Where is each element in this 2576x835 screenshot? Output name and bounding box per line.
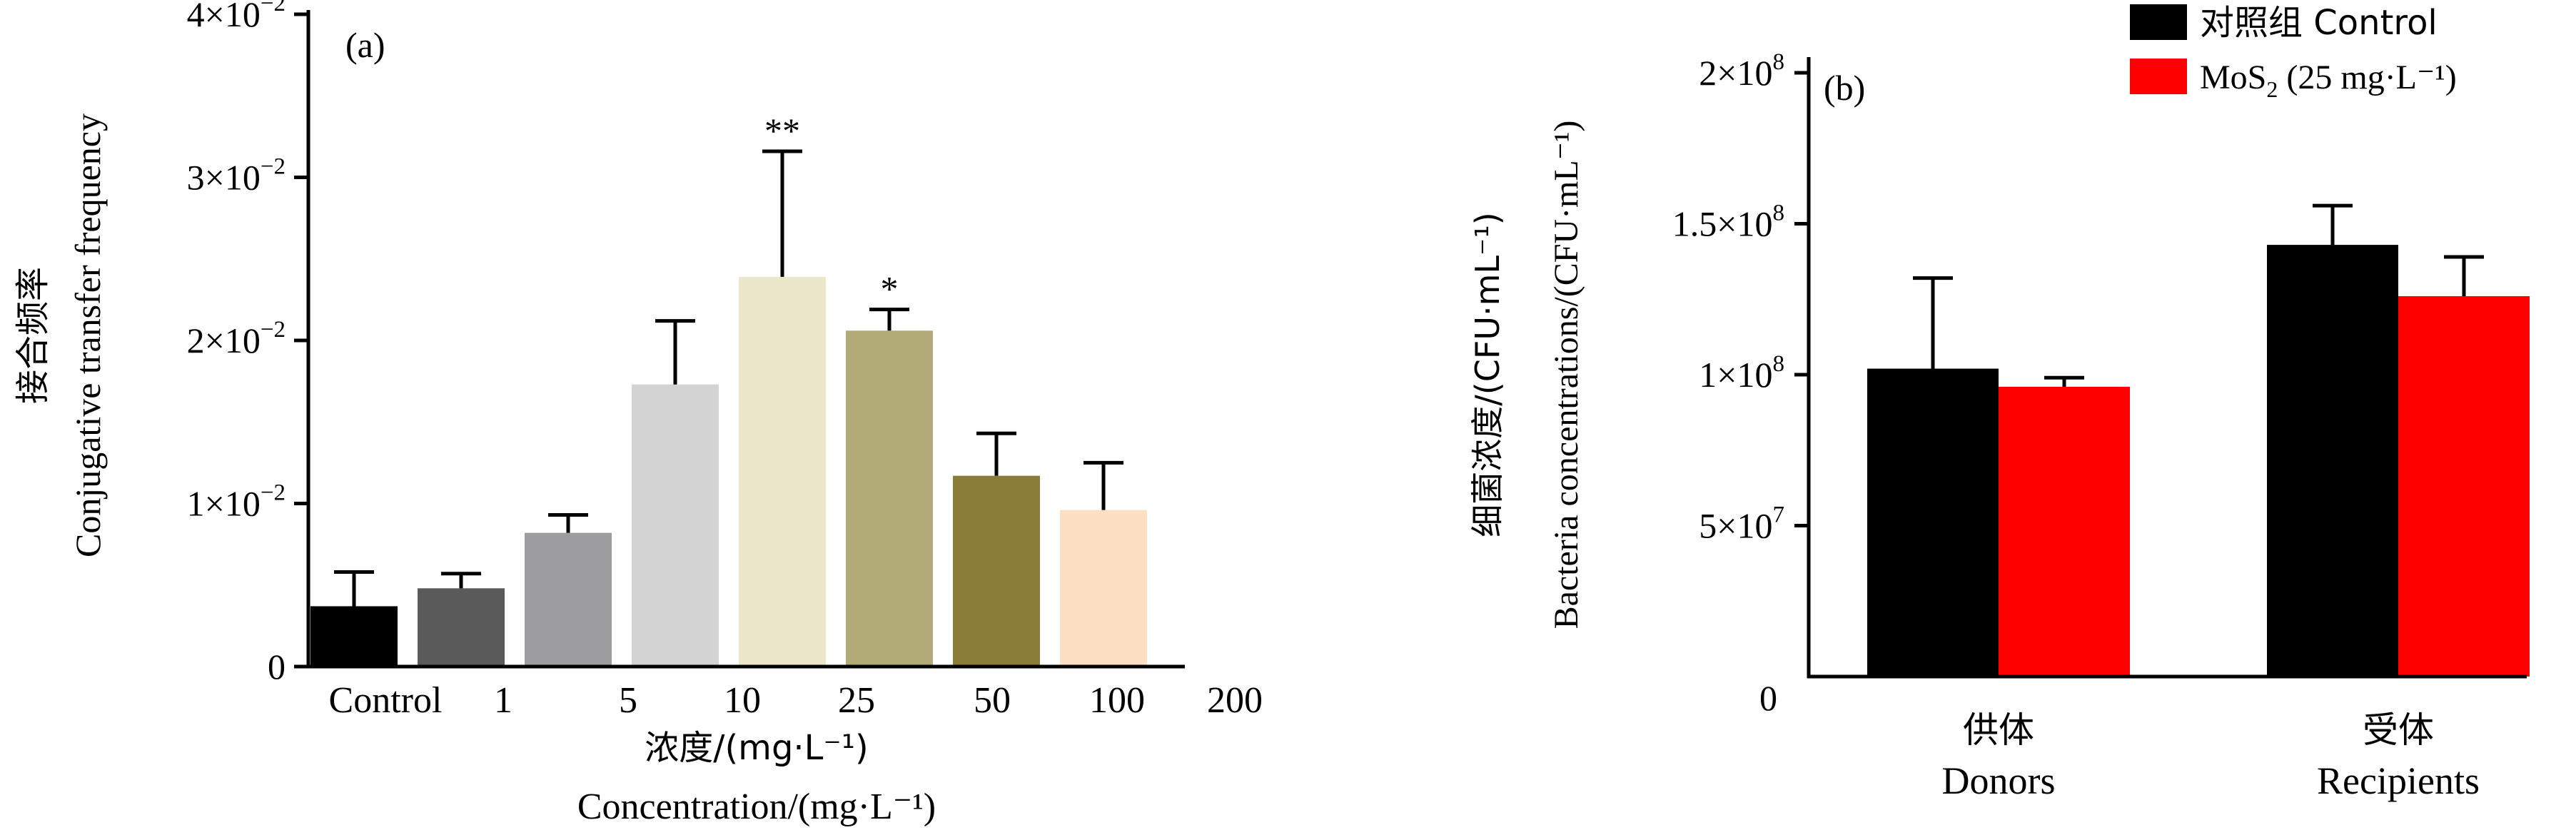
panel-b-bar-s1-c0	[1999, 386, 2130, 677]
panel-b-ytick-label-0-mantissa: 0	[1759, 678, 1777, 718]
panel-a-ytick-label-1-mantissa: 1×10	[187, 484, 261, 524]
panel-b-ytick-label-3: 1.5×108	[1672, 201, 1784, 244]
legend-swatch-mos2	[2130, 59, 2187, 94]
panel-b-ytick-label-2-exponent: 8	[1773, 351, 1785, 377]
panel-a-xtick-label-0: Control	[329, 680, 443, 721]
panel-b-bar-s0-c1	[2267, 245, 2398, 677]
panel-a-bar-7	[1060, 510, 1147, 667]
panel-b-bar-s0-c0	[1867, 368, 1999, 677]
panel-a-ytick-label-2-mantissa: 2×10	[187, 320, 261, 360]
panel-b-label: (b)	[1824, 68, 1865, 108]
panel-b-ytick-label-1: 5×107	[1699, 502, 1784, 546]
panel-a-y-ticks: 01×10−22×10−23×10−24×10−2	[187, 0, 308, 687]
panel-a-ytick-label-4-exponent: −2	[261, 0, 286, 16]
panel-b-y-label-en: Bacteria concentrations/(CFU·mL⁻¹)	[1547, 121, 1585, 629]
panel-b-category-en-1: Recipients	[2317, 759, 2480, 802]
panel-b-ytick-label-2: 1×108	[1699, 351, 1784, 395]
panel-a-y-label-cn: 接合频率	[13, 267, 53, 404]
panel-a-bar-3	[632, 384, 719, 667]
legend-swatch-control	[2130, 4, 2187, 40]
panel-b-ytick-label-1-exponent: 7	[1773, 502, 1785, 528]
panel-a-xtick-label-7: 200	[1207, 680, 1263, 721]
legend-label-mos2-rest: (25 mg·L⁻¹)	[2278, 59, 2456, 96]
panel-a-xtick-label-2: 5	[619, 680, 637, 721]
panel-b-ytick-label-1-mantissa: 5×10	[1699, 506, 1772, 546]
panel-a-xtick-label-3: 10	[724, 680, 761, 721]
panel-a-bar-6	[953, 475, 1040, 667]
panel-b-bar-s1-c1	[2398, 296, 2530, 677]
panel-a-ytick-label-4-mantissa: 4×10	[187, 0, 261, 34]
panel-b-y-label-cn: 细菌浓度/(CFU·mL⁻¹)	[1468, 212, 1507, 537]
panel-a: (a) *** 01×10−22×10−23×10−24×10−2 Contro…	[13, 0, 1263, 827]
panel-a-y-label-en: Conjugative transfer frequency	[68, 113, 108, 557]
panel-b-category-cn-0: 供体	[1963, 709, 2034, 751]
panel-a-xtick-label-4: 25	[838, 680, 875, 721]
panel-a-bar-5	[846, 330, 933, 667]
panel-a-bar-1	[418, 588, 505, 667]
panel-a-sig-4: **	[764, 111, 800, 151]
panel-b-ytick-label-4: 2×108	[1699, 49, 1784, 93]
panel-b-ytick-label-4-exponent: 8	[1773, 49, 1785, 75]
panel-b-category-cn-1: 受体	[2363, 709, 2434, 751]
panel-b-bars	[1867, 245, 2530, 677]
panel-a-x-tick-labels: Control 1 5 10 25 50 100 200	[329, 680, 1263, 721]
panel-b-ytick-label-2-mantissa: 1×10	[1699, 355, 1772, 395]
panel-a-x-label-en: Concentration/(mg·L⁻¹)	[577, 786, 936, 827]
panel-b-legend: 对照组 Control MoS2 (25 mg·L⁻¹)	[2130, 3, 2457, 102]
panel-a-ytick-label-2-exponent: −2	[261, 317, 286, 343]
panel-a-label: (a)	[345, 25, 385, 65]
panel-a-bar-0	[310, 606, 398, 667]
legend-label-mos2-main: MoS	[2200, 59, 2266, 96]
panel-b-error-bars	[1913, 203, 2484, 387]
legend-label-mos2-sub: 2	[2266, 76, 2278, 102]
panel-a-bars	[310, 276, 1147, 667]
panel-b-category-en-0: Donors	[1942, 759, 2056, 802]
panel-b-category-labels: 供体 Donors 受体 Recipients	[1942, 709, 2480, 802]
panel-a-ytick-label-0: 0	[268, 647, 286, 687]
panel-b-ytick-label-0: 0	[1759, 678, 1777, 718]
panel-a-sig-5: *	[881, 269, 899, 309]
panel-a-ytick-label-1-exponent: −2	[261, 480, 286, 506]
panel-b-ytick-label-3-exponent: 8	[1773, 201, 1785, 226]
panel-a-bar-4	[739, 276, 826, 667]
panel-a-significance: ***	[764, 111, 899, 309]
panel-b-ytick-label-3-mantissa: 1.5×10	[1672, 204, 1773, 244]
legend-label-mos2: MoS2 (25 mg·L⁻¹)	[2200, 59, 2457, 102]
panel-a-error-bars	[334, 149, 1123, 607]
panel-a-bar-2	[525, 532, 612, 667]
panel-a-ytick-label-3-mantissa: 3×10	[187, 158, 261, 198]
panel-a-ytick-label-0-mantissa: 0	[268, 647, 286, 687]
panel-b-ytick-label-4-mantissa: 2×10	[1699, 53, 1772, 93]
panel-a-xtick-label-5: 50	[974, 680, 1011, 721]
panel-a-xtick-label-1: 1	[494, 680, 512, 721]
panel-a-ytick-label-4: 4×10−2	[187, 0, 286, 34]
panel-a-ytick-label-3-exponent: −2	[261, 154, 286, 180]
panel-a-ytick-label-2: 2×10−2	[187, 317, 286, 360]
legend-label-control: 对照组 Control	[2200, 3, 2438, 43]
panel-a-ytick-label-1: 1×10−2	[187, 480, 286, 524]
panel-a-xtick-label-6: 100	[1089, 680, 1145, 721]
panel-a-ytick-label-3: 3×10−2	[187, 154, 286, 198]
panel-a-x-label-cn: 浓度/(mg·L⁻¹)	[645, 728, 868, 768]
